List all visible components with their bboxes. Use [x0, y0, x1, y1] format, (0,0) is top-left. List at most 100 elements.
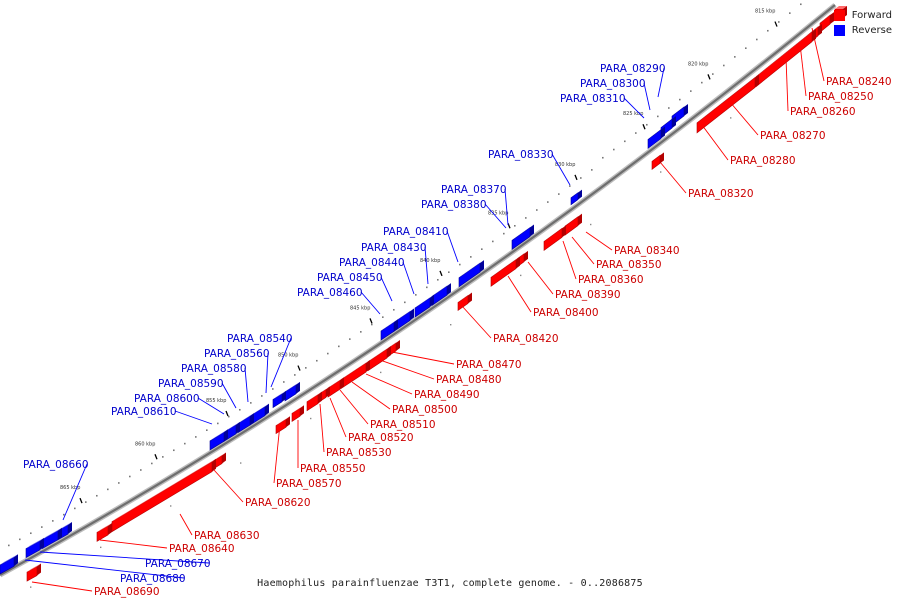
reverse-gene-block-top — [26, 537, 44, 549]
reverse-gene-block-cap — [14, 554, 18, 567]
ruler-dot — [450, 324, 452, 326]
leader-line — [380, 276, 393, 302]
backbone-line — [0, 4, 836, 576]
forward-gene-block — [96, 525, 109, 542]
leader-line — [562, 240, 577, 280]
leader-line — [273, 423, 281, 484]
reverse-gene-label: PARA_08580 — [181, 363, 247, 375]
reverse-gene-block-top — [250, 403, 269, 417]
forward-gene-block-top — [27, 563, 41, 573]
reverse-gene-block-top — [571, 189, 582, 198]
tick-mark — [774, 21, 778, 27]
ruler-dot — [701, 81, 703, 84]
reverse-gene-block-top — [415, 294, 434, 309]
ruler-dot — [184, 442, 186, 445]
reverse-gene-label: PARA_08310 — [560, 93, 626, 105]
forward-gene-label: PARA_08420 — [493, 333, 559, 345]
ruler-dot — [569, 185, 571, 187]
reverse-gene-block-top — [273, 390, 286, 400]
leader-line — [461, 305, 492, 339]
leader-line — [504, 188, 509, 226]
reverse-gene-block-top — [285, 381, 300, 392]
leader-line — [221, 382, 237, 409]
forward-gene-block-cap — [300, 405, 304, 417]
tick-mark — [369, 318, 373, 324]
forward-gene-label: PARA_08340 — [614, 245, 680, 257]
leader-line — [585, 231, 613, 251]
forward-gene-block-cap — [524, 250, 528, 262]
forward-gene-label: PARA_08570 — [276, 478, 342, 490]
forward-gene-label: PARA_08500 — [392, 404, 458, 416]
tick-mark — [154, 454, 158, 460]
ruler-dot — [162, 456, 164, 458]
ruler-dot — [635, 132, 637, 134]
leader-line — [799, 43, 807, 97]
tick-mark — [79, 497, 83, 504]
ruler-dot — [734, 56, 736, 58]
leader-line — [551, 153, 571, 186]
forward-gene-label: PARA_08480 — [436, 374, 502, 386]
ruler-dot — [492, 240, 494, 243]
reverse-gene-block-top — [0, 554, 18, 565]
reverse-gene-block-top — [210, 429, 228, 441]
reverse-gene-block-cap — [410, 308, 414, 321]
forward-gene-block-cap — [366, 360, 370, 373]
map-caption: Haemophilus parainfluenzae T3T1, complet… — [257, 578, 643, 589]
forward-gene-block-cap — [318, 391, 322, 404]
ruler-dot — [646, 123, 648, 126]
leader-line — [213, 469, 244, 503]
ruler-dot — [371, 323, 373, 326]
leader-line — [643, 82, 651, 111]
forward-gene-block-cap — [326, 386, 330, 398]
leader-line — [729, 101, 759, 136]
ruler-dot — [74, 507, 76, 510]
reverse-gene-block-top — [394, 308, 414, 323]
leader-line — [319, 403, 325, 453]
ruler-dot — [360, 331, 362, 333]
ruler-dot — [380, 371, 382, 374]
leader-line — [623, 97, 645, 119]
reverse-gene-block-top — [42, 527, 62, 540]
ruler-dot — [228, 415, 230, 418]
forward-gene-block-cap — [37, 563, 41, 576]
forward-gene-block-cap — [212, 458, 216, 472]
forward-gene-block-top — [292, 405, 304, 414]
ruler-dot — [590, 223, 592, 226]
leader-line — [174, 410, 213, 425]
tick-mark — [642, 123, 646, 130]
ruler-dot — [613, 148, 615, 151]
ruler-dot — [730, 117, 732, 119]
genome-backbone — [0, 3, 837, 578]
reverse-swatch — [833, 25, 845, 36]
reverse-gene-block-cap — [58, 527, 62, 540]
legend-reverse: Reverse — [833, 23, 892, 38]
reverse-gene-label: PARA_08430 — [361, 242, 427, 254]
reverse-gene-label: PARA_08290 — [600, 63, 666, 75]
ruler-dot — [514, 225, 516, 227]
ruler-dot — [41, 526, 43, 528]
tick-label: 820 kbp — [688, 61, 708, 67]
leader-line — [507, 275, 532, 313]
forward-gene-block — [291, 407, 301, 422]
ruler-dot — [690, 90, 692, 92]
forward-gene-label: PARA_08520 — [348, 432, 414, 444]
forward-gene-block-cap — [108, 522, 112, 535]
leader-line — [379, 359, 435, 380]
ruler-dot — [547, 201, 549, 203]
forward-gene-block — [564, 216, 579, 236]
tick-label: 865 kbp — [60, 485, 80, 491]
forward-gene-block-cap — [516, 256, 520, 269]
ruler-dot — [151, 462, 153, 465]
ruler-dot — [602, 156, 604, 159]
reverse-gene-label: PARA_08440 — [339, 257, 405, 269]
reverse-gene-label: PARA_08540 — [227, 333, 293, 345]
leader-line — [657, 67, 665, 98]
legend: Forward Reverse — [833, 8, 892, 38]
leader-line — [785, 57, 789, 112]
ruler-dot — [129, 475, 131, 478]
reverse-gene-label: PARA_08450 — [317, 272, 383, 284]
ruler-dot — [294, 374, 296, 376]
reverse-gene-label: PARA_08460 — [297, 287, 363, 299]
leader-line — [244, 367, 249, 403]
